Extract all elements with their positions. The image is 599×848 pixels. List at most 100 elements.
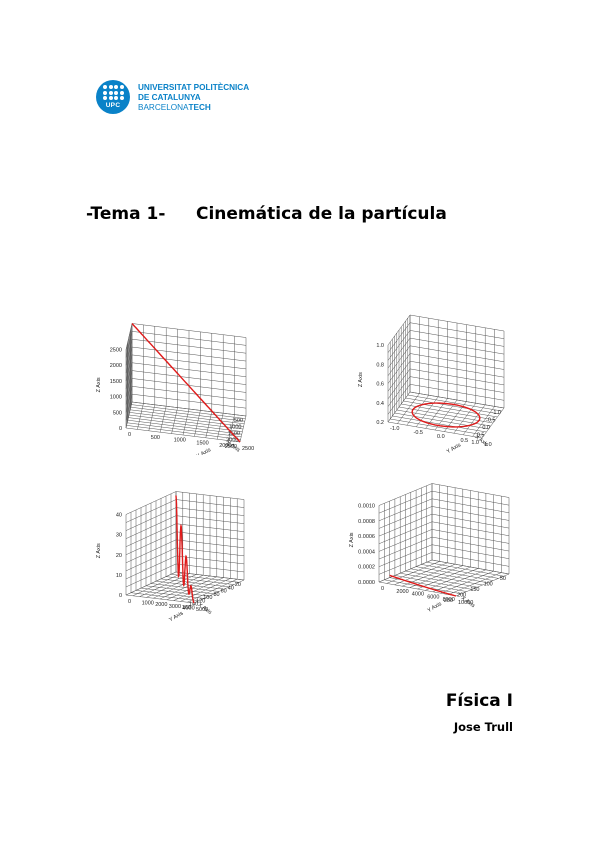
university-name-line2: DE CATALUNYA: [138, 93, 201, 102]
y-tick-label: 2000: [155, 602, 167, 608]
floor-gridline: [394, 412, 489, 430]
floor-gridline: [432, 569, 486, 593]
floor-gridline: [187, 578, 238, 603]
x-tick-label: 0.5: [477, 433, 485, 439]
z-tick-label: 20: [116, 553, 122, 559]
floor-gridline: [193, 579, 245, 604]
y-axis-label: Y Axis: [427, 601, 443, 614]
y-tick-label: 0.5: [461, 438, 469, 444]
wall-gridline: [431, 513, 510, 529]
y-tick-label: -1.0: [390, 426, 399, 432]
data-curve: [411, 402, 481, 428]
wall-gridline: [387, 353, 411, 384]
z-axis-label: Z Axis: [96, 543, 102, 558]
emblem-dot: [103, 96, 107, 100]
floor-gridline: [448, 572, 502, 595]
floor-gridline: [392, 415, 487, 433]
wall-gridline: [387, 314, 411, 346]
floor-gridline: [205, 411, 213, 438]
z-tick-label: 40: [116, 513, 122, 519]
plot-3d-3: 0 10 20 30 40 20 40 60 80 100 120 140 160 0 1000 2000 30…: [84, 475, 274, 630]
wall-gridline: [409, 322, 505, 339]
floor-gridline: [228, 414, 235, 441]
wall-gridline: [131, 362, 247, 377]
y-tick-label: 2500: [242, 446, 254, 452]
wall-gridline: [131, 346, 247, 362]
university-name-line3: BARCELONATECH: [138, 103, 249, 113]
wall-gridline: [131, 354, 247, 370]
floor-gridline: [182, 408, 190, 436]
y-axis-label: Y Axis: [196, 447, 212, 455]
x-tick-label: 2500: [225, 444, 237, 450]
y-tick-label: 0: [128, 432, 131, 438]
wall-gridline: [125, 507, 177, 531]
z-tick-label: 0: [119, 593, 122, 599]
wall-gridline: [431, 483, 510, 498]
wall-gridline: [431, 490, 510, 506]
floor-gridline: [159, 575, 211, 600]
x-tick-label: 160: [182, 605, 191, 611]
y-tick-label: 2000: [396, 589, 408, 595]
floor-gridline: [125, 594, 195, 604]
document-title: -Tema 1- Cinemática de la partícula: [86, 204, 447, 224]
wall-gridline: [409, 353, 505, 370]
x-tick-label: 120: [196, 598, 205, 604]
y-tick-label: 4000: [182, 605, 194, 611]
floor-gridline: [125, 427, 241, 443]
wall-gridline: [409, 345, 505, 363]
x-tick-label: 50: [500, 576, 506, 582]
floor-gridline: [130, 592, 200, 601]
data-curve: [175, 495, 195, 604]
z-tick-label: 2000: [110, 363, 122, 369]
wall-gridline: [378, 513, 433, 537]
wall-gridline: [378, 490, 433, 514]
plot-3d-2: 0.2 0.4 0.6 0.8 1.0 -1.0 -0.5 0.0 0.5 1.0 -1.0 -0.5…: [324, 305, 524, 455]
z-tick-label: 30: [116, 533, 122, 539]
y-tick-label: 6000: [427, 594, 439, 600]
floor-gridline: [127, 422, 242, 438]
z-axis-label: Z Axis: [349, 532, 355, 547]
y-tick-label: 1000: [142, 601, 154, 607]
wall-gridline: [125, 515, 177, 539]
z-tick-label: 0.8: [376, 362, 384, 368]
x-tick-label: 40: [228, 585, 234, 591]
wall-gridline: [175, 515, 245, 524]
x-tick-label: 80: [213, 592, 219, 598]
plot-3d-1: 0 500 1000 1500 2000 2500 500 1000 1500 2000 2500 0…: [84, 305, 274, 455]
emblem-dot: [108, 96, 113, 100]
wall-gridline: [175, 507, 245, 516]
x-tick-label: 250: [444, 598, 453, 604]
wall-gridline: [125, 499, 177, 523]
z-tick-label: 0.0004: [358, 549, 375, 555]
floor-gridline: [194, 410, 201, 437]
y-axis-label: Y Axis: [446, 442, 462, 455]
wall-gridline: [378, 498, 433, 522]
floor-gridline: [126, 425, 241, 440]
y-tick-label: 500: [151, 435, 160, 441]
y-tick-label: 10000: [458, 600, 473, 606]
z-tick-label: 1000: [110, 395, 122, 401]
plot-3d-4: 0.0000 0.0002 0.0004 0.0006 0.0008 0.0010 50 10…: [324, 462, 534, 627]
floor-gridline: [440, 570, 494, 594]
x-tick-label: 1500: [228, 431, 240, 437]
title-topic-name: Cinemática de la partícula: [196, 204, 447, 224]
y-axis-label: Y Axis: [168, 610, 184, 623]
emblem-dot: [114, 85, 118, 89]
wall-gridline: [431, 498, 510, 514]
floor-gridline: [378, 581, 457, 597]
subject-name: Física I: [445, 691, 513, 711]
wall-gridline: [131, 338, 247, 354]
floor-gridline: [180, 578, 231, 602]
upc-emblem: UPC: [96, 80, 130, 114]
y-tick-label: 1500: [196, 440, 208, 446]
z-tick-label: 0.0002: [358, 565, 375, 571]
y-tick-label: 8000: [443, 597, 455, 603]
z-tick-label: 1500: [110, 379, 122, 385]
z-axis-label: Z Axis: [96, 377, 102, 392]
floor-gridline: [128, 417, 243, 432]
wall-gridline: [387, 322, 411, 353]
logo-mark-text: UPC: [105, 102, 121, 109]
wall-gridline: [131, 331, 247, 346]
floor-gridline: [481, 407, 505, 439]
floor-gridline: [239, 415, 247, 443]
